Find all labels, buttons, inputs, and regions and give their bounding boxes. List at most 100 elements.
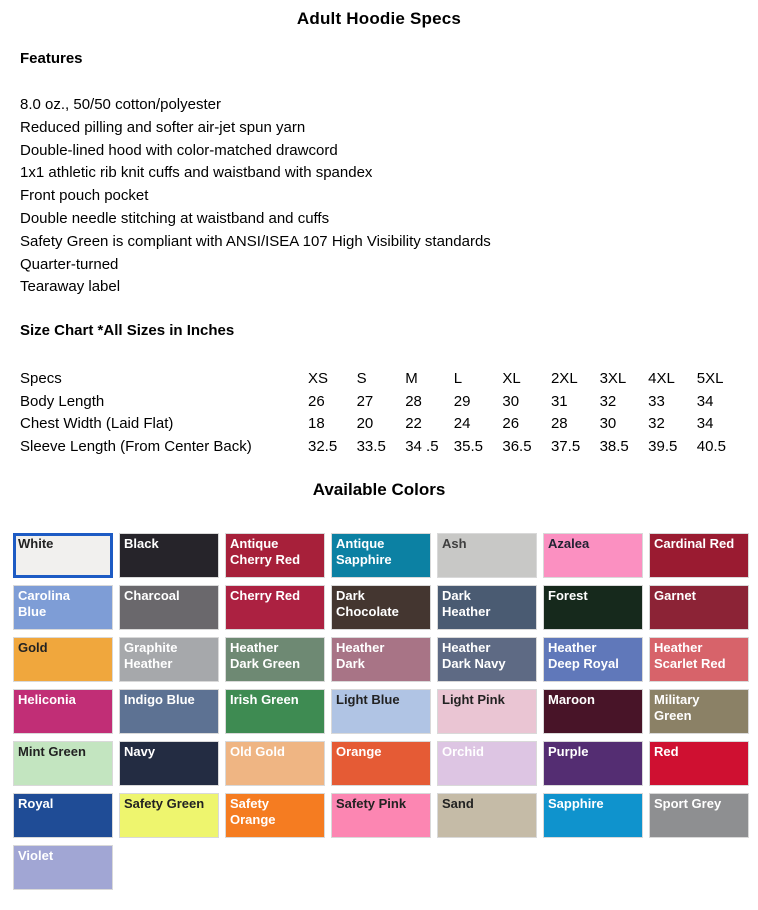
size-column-header: XS — [308, 370, 329, 388]
color-swatch-red[interactable]: Red — [649, 740, 749, 786]
size-value: 35.5 — [453, 437, 483, 455]
feature-item: Tearaway label — [20, 278, 121, 296]
color-swatch-royal[interactable]: Royal — [13, 792, 113, 838]
row-label: Chest Width (Laid Flat) — [20, 415, 174, 433]
color-swatch-orchid[interactable]: Orchid — [437, 740, 537, 786]
size-value: 37.5 — [550, 437, 581, 455]
size-value: 30 — [502, 392, 520, 410]
color-swatch-orange[interactable]: Orange — [331, 740, 431, 786]
color-swatch-heather-deep-royal[interactable]: Heather Deep Royal — [543, 636, 643, 682]
color-swatch-garnet[interactable]: Garnet — [649, 584, 749, 630]
size-chart-section: Size Chart *All Sizes in Inches Specs XS S… — [0, 322, 758, 458]
colors-section: Available Colors White Black Antique Cherr… — [0, 480, 758, 890]
color-swatch-antique-cherry-red[interactable]: Antique Cherry Red — [225, 532, 325, 578]
size-column-header: L — [453, 370, 463, 388]
size-chart-row: Chest Width (Laid Flat) 18 20 22 24 26 28 30 32 3… — [20, 413, 758, 436]
color-swatch-safety-pink[interactable]: Safety Pink — [331, 792, 431, 838]
color-swatch-forest[interactable]: Forest — [543, 584, 643, 630]
size-value: 28 — [405, 392, 422, 410]
color-swatch-light-pink[interactable]: Light Pink — [437, 688, 537, 734]
size-chart-table: Specs XS S M L XL 2XL 3XL 4XL 5XL Body Length 26 27 2… — [20, 368, 758, 458]
page-title: Adult Hoodie Specs — [296, 9, 462, 28]
color-swatch-light-blue[interactable]: Light Blue — [331, 688, 431, 734]
size-value: 32.5 — [308, 437, 338, 455]
color-swatch-heather-scarlet-red[interactable]: Heather Scarlet Red — [649, 636, 749, 682]
color-swatch-white[interactable]: White — [13, 532, 113, 578]
feature-item: Quarter-turned — [20, 255, 119, 273]
color-swatch-violet[interactable]: Violet — [13, 844, 113, 890]
row-label: Sleeve Length (From Center Back) — [20, 437, 252, 455]
color-swatch-cherry-red[interactable]: Cherry Red — [225, 584, 325, 630]
color-swatch-sand[interactable]: Sand — [437, 792, 537, 838]
color-swatch-sapphire[interactable]: Sapphire — [543, 792, 643, 838]
size-value: 20 — [356, 415, 374, 433]
size-column-header: XL — [502, 370, 521, 388]
colors-heading: Available Colors — [312, 479, 446, 499]
size-chart-heading: Size Chart *All Sizes in Inches — [20, 322, 235, 340]
size-value: 27 — [356, 392, 374, 410]
color-swatch-graphite-heather[interactable]: Graphite Heather — [119, 636, 219, 682]
size-column-header: 2XL — [550, 370, 578, 388]
size-column-header: M — [405, 370, 418, 388]
size-value: 38.5 — [599, 437, 629, 455]
size-value: 18 — [308, 415, 325, 433]
color-grid: White Black Antique Cherry Red Antique Sapp… — [13, 532, 758, 890]
color-swatch-heliconia[interactable]: Heliconia — [13, 688, 113, 734]
color-swatch-dark-chocolate[interactable]: Dark Chocolate — [331, 584, 431, 630]
size-value: 34 — [696, 415, 714, 433]
size-value: 33 — [648, 392, 665, 410]
color-swatch-maroon[interactable]: Maroon — [543, 688, 643, 734]
color-swatch-heather-dark[interactable]: Heather Dark — [331, 636, 431, 682]
size-column-header: S — [356, 370, 367, 388]
size-value: 34 — [696, 392, 714, 410]
color-swatch-old-gold[interactable]: Old Gold — [225, 740, 325, 786]
color-swatch-military-green[interactable]: Military Green — [649, 688, 749, 734]
size-column-header: 5XL — [696, 370, 724, 388]
size-value: 28 — [550, 415, 568, 433]
feature-item: Double-lined hood with color-matched dra… — [20, 141, 338, 159]
color-swatch-ash[interactable]: Ash — [437, 532, 537, 578]
size-value: 26 — [502, 415, 520, 433]
size-value: 39.5 — [648, 437, 678, 455]
color-swatch-heather-dark-navy[interactable]: Heather Dark Navy — [437, 636, 537, 682]
color-swatch-sport-grey[interactable]: Sport Grey — [649, 792, 749, 838]
feature-item: 8.0 oz., 50/50 cotton/polyester — [20, 96, 221, 113]
size-value: 33.5 — [356, 437, 386, 455]
size-value: 26 — [308, 392, 325, 410]
size-chart-header-row: Specs XS S M L XL 2XL 3XL 4XL 5XL — [20, 368, 758, 391]
color-swatch-safety-orange[interactable]: Safety Orange — [225, 792, 325, 838]
color-swatch-navy[interactable]: Navy — [119, 740, 219, 786]
color-swatch-safety-green[interactable]: Safety Green — [119, 792, 219, 838]
features-list: 8.0 oz., 50/50 cotton/polyester Reduced p… — [20, 94, 758, 299]
row-label: Specs — [20, 370, 62, 388]
color-swatch-charcoal[interactable]: Charcoal — [119, 584, 219, 630]
color-swatch-mint-green[interactable]: Mint Green — [13, 740, 113, 786]
size-value: 22 — [405, 415, 422, 433]
size-value: 40.5 — [696, 437, 726, 455]
color-swatch-cardinal-red[interactable]: Cardinal Red — [649, 532, 749, 578]
color-swatch-antique-sapphire[interactable]: Antique Sapphire — [331, 532, 431, 578]
color-swatch-dark-heather[interactable]: Dark Heather — [437, 584, 537, 630]
features-heading: Features — [20, 50, 83, 67]
feature-item: Safety Green is compliant with ANSI/ISEA… — [20, 232, 491, 250]
size-chart-row: Body Length 26 27 28 29 30 31 32 33 34 — [20, 391, 758, 414]
spec-sheet-page: Adult Hoodie Specs Features 8.0 oz., 50/… — [0, 9, 758, 910]
color-swatch-carolina-blue[interactable]: Carolina Blue — [13, 584, 113, 630]
color-swatch-black[interactable]: Black — [119, 532, 219, 578]
size-value: 32 — [599, 392, 617, 410]
size-value: 24 — [453, 415, 471, 433]
size-value: 31 — [550, 392, 568, 410]
size-value: 34 .5 — [405, 437, 439, 455]
color-swatch-gold[interactable]: Gold — [13, 636, 113, 682]
feature-item: Double needle stitching at waistband and… — [20, 209, 330, 227]
feature-item: 1x1 athletic rib knit cuffs and waistban… — [20, 164, 373, 182]
color-swatch-azalea[interactable]: Azalea — [543, 532, 643, 578]
color-swatch-purple[interactable]: Purple — [543, 740, 643, 786]
color-swatch-heather-dark-green[interactable]: Heather Dark Green — [225, 636, 325, 682]
color-swatch-indigo-blue[interactable]: Indigo Blue — [119, 688, 219, 734]
size-column-header: 4XL — [648, 370, 675, 388]
color-swatch-irish-green[interactable]: Irish Green — [225, 688, 325, 734]
features-section: Features 8.0 oz., 50/50 cotton/polyester… — [0, 50, 758, 299]
row-label: Body Length — [20, 392, 105, 410]
feature-item: Front pouch pocket — [20, 187, 149, 205]
